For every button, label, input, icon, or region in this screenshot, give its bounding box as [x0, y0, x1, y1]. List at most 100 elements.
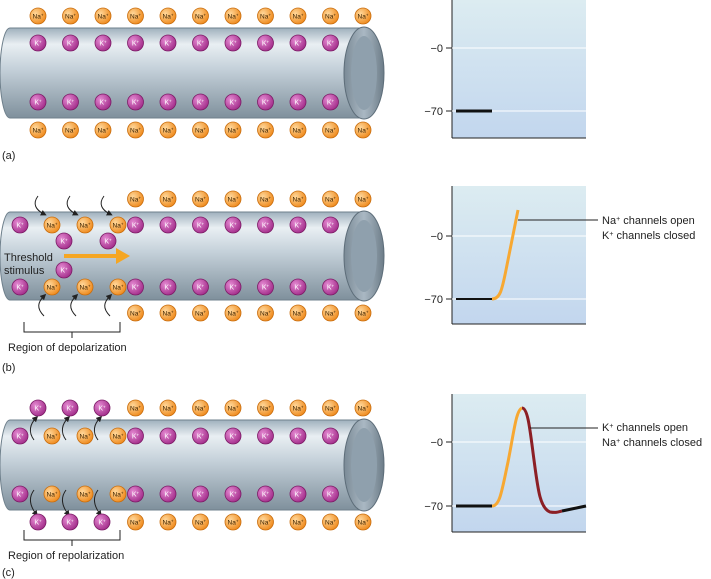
svg-text:Na+: Na+	[228, 126, 239, 135]
sodium-ion: Na+	[257, 399, 274, 417]
svg-text:Na+: Na+	[113, 490, 124, 499]
potassium-ion: K+	[257, 485, 274, 503]
potassium-ion: K+	[224, 427, 242, 445]
svg-text:Na+: Na+	[47, 221, 58, 230]
svg-text:Na+: Na+	[113, 432, 124, 441]
sodium-ion: Na+	[159, 121, 177, 139]
panel-letter-a: (a)	[2, 150, 15, 162]
panel-c: K+ K+ K+ Na+ Na+ Na+ Na+ Na+ Na+ Na+ Na+ K+ Na+ Na+ Na…	[0, 394, 702, 579]
svg-text:K+: K+	[16, 283, 24, 292]
sodium-ion: Na+	[159, 304, 177, 322]
potassium-ion: K+	[224, 93, 242, 111]
svg-text:Na+: Na+	[163, 404, 174, 413]
sodium-ion: Na+	[322, 190, 339, 208]
potassium-ion: K+	[322, 93, 339, 111]
svg-text:Na+: Na+	[195, 12, 206, 21]
potassium-ion: K+	[192, 34, 209, 52]
svg-text:K+: K+	[99, 39, 107, 48]
svg-text:Na+: Na+	[358, 126, 369, 135]
sodium-ion: Na+	[257, 121, 274, 139]
sodium-ion: Na+	[354, 7, 372, 25]
axis-minus70-label-c: −70	[424, 501, 443, 513]
potassium-ion: K+	[55, 232, 73, 250]
svg-text:K+: K+	[197, 39, 205, 48]
svg-text:Na+: Na+	[195, 195, 206, 204]
svg-text:Na+: Na+	[260, 518, 271, 527]
svg-text:Na+: Na+	[130, 195, 141, 204]
ions-c: K+ K+ K+ Na+ Na+ Na+ Na+ Na+ Na+ Na+ Na+ K+ Na+ Na+ Na…	[11, 399, 372, 531]
svg-text:K+: K+	[164, 283, 172, 292]
svg-text:K+: K+	[327, 39, 335, 48]
svg-text:Na+: Na+	[130, 126, 141, 135]
svg-text:Na+: Na+	[293, 195, 304, 204]
svg-text:K+: K+	[34, 518, 42, 527]
potassium-ion: K+	[62, 34, 79, 52]
svg-text:K+: K+	[294, 221, 302, 230]
svg-text:K+: K+	[327, 221, 335, 230]
potassium-ion: K+	[93, 399, 111, 417]
svg-text:K+: K+	[66, 404, 74, 413]
svg-text:Na+: Na+	[33, 126, 44, 135]
sodium-ion: Na+	[76, 278, 94, 296]
sodium-ion: Na+	[127, 121, 144, 139]
potassium-ion: K+	[192, 278, 209, 296]
svg-text:Na+: Na+	[293, 126, 304, 135]
potassium-ion: K+	[289, 216, 307, 234]
repolarization-trace-c	[521, 406, 563, 514]
svg-text:Na+: Na+	[293, 12, 304, 21]
svg-text:Na+: Na+	[130, 12, 141, 21]
sodium-ion: Na+	[289, 190, 307, 208]
potassium-ion: K+	[29, 399, 47, 417]
svg-text:Na+: Na+	[65, 126, 76, 135]
potassium-ion: K+	[224, 216, 242, 234]
annotation-c-line1: K+ channels open	[602, 422, 688, 434]
potassium-ion: K+	[94, 93, 112, 111]
potassium-ion: K+	[192, 427, 209, 445]
sodium-ion: Na+	[192, 7, 209, 25]
sodium-ion: Na+	[224, 121, 242, 139]
svg-text:Na+: Na+	[47, 432, 58, 441]
svg-text:K+: K+	[34, 98, 42, 107]
svg-text:K+: K+	[67, 98, 75, 107]
sodium-ion: Na+	[43, 485, 61, 503]
svg-text:Na+: Na+	[80, 283, 91, 292]
potassium-ion: K+	[127, 427, 144, 445]
sodium-ion: Na+	[62, 121, 79, 139]
sodium-ion: Na+	[29, 121, 47, 139]
svg-text:Na+: Na+	[65, 12, 76, 21]
sodium-ion: Na+	[354, 121, 372, 139]
sodium-ion: Na+	[192, 190, 209, 208]
sodium-ion: Na+	[43, 427, 61, 445]
sodium-ion: Na+	[127, 513, 144, 531]
potassium-ion: K+	[192, 93, 209, 111]
svg-text:K+: K+	[197, 432, 205, 441]
axon-a	[0, 26, 385, 120]
sodium-ion: Na+	[322, 399, 339, 417]
svg-text:K+: K+	[262, 490, 270, 499]
svg-text:Na+: Na+	[98, 12, 109, 21]
svg-text:Na+: Na+	[80, 221, 91, 230]
sodium-ion: Na+	[224, 399, 242, 417]
svg-text:K+: K+	[16, 432, 24, 441]
potassium-ion: K+	[257, 427, 274, 445]
sodium-ion: Na+	[76, 216, 94, 234]
svg-text:K+: K+	[66, 518, 74, 527]
potassium-ion: K+	[159, 93, 177, 111]
sodium-ion: Na+	[289, 7, 307, 25]
potassium-ion: K+	[289, 427, 307, 445]
potassium-ion: K+	[192, 216, 209, 234]
svg-text:Na+: Na+	[163, 195, 174, 204]
svg-text:K+: K+	[164, 39, 172, 48]
panel-letter-b: (b)	[2, 362, 15, 374]
potassium-ion: K+	[127, 485, 144, 503]
svg-text:K+: K+	[60, 237, 68, 246]
svg-text:K+: K+	[16, 490, 24, 499]
svg-text:Na+: Na+	[260, 309, 271, 318]
sodium-ion: Na+	[354, 304, 372, 322]
sodium-ion: Na+	[43, 278, 61, 296]
svg-text:Na+: Na+	[228, 309, 239, 318]
stimulus-arrow	[64, 248, 130, 264]
svg-text:Na+: Na+	[325, 195, 336, 204]
annotation-c-line2: Na+ channels closed	[602, 437, 702, 449]
